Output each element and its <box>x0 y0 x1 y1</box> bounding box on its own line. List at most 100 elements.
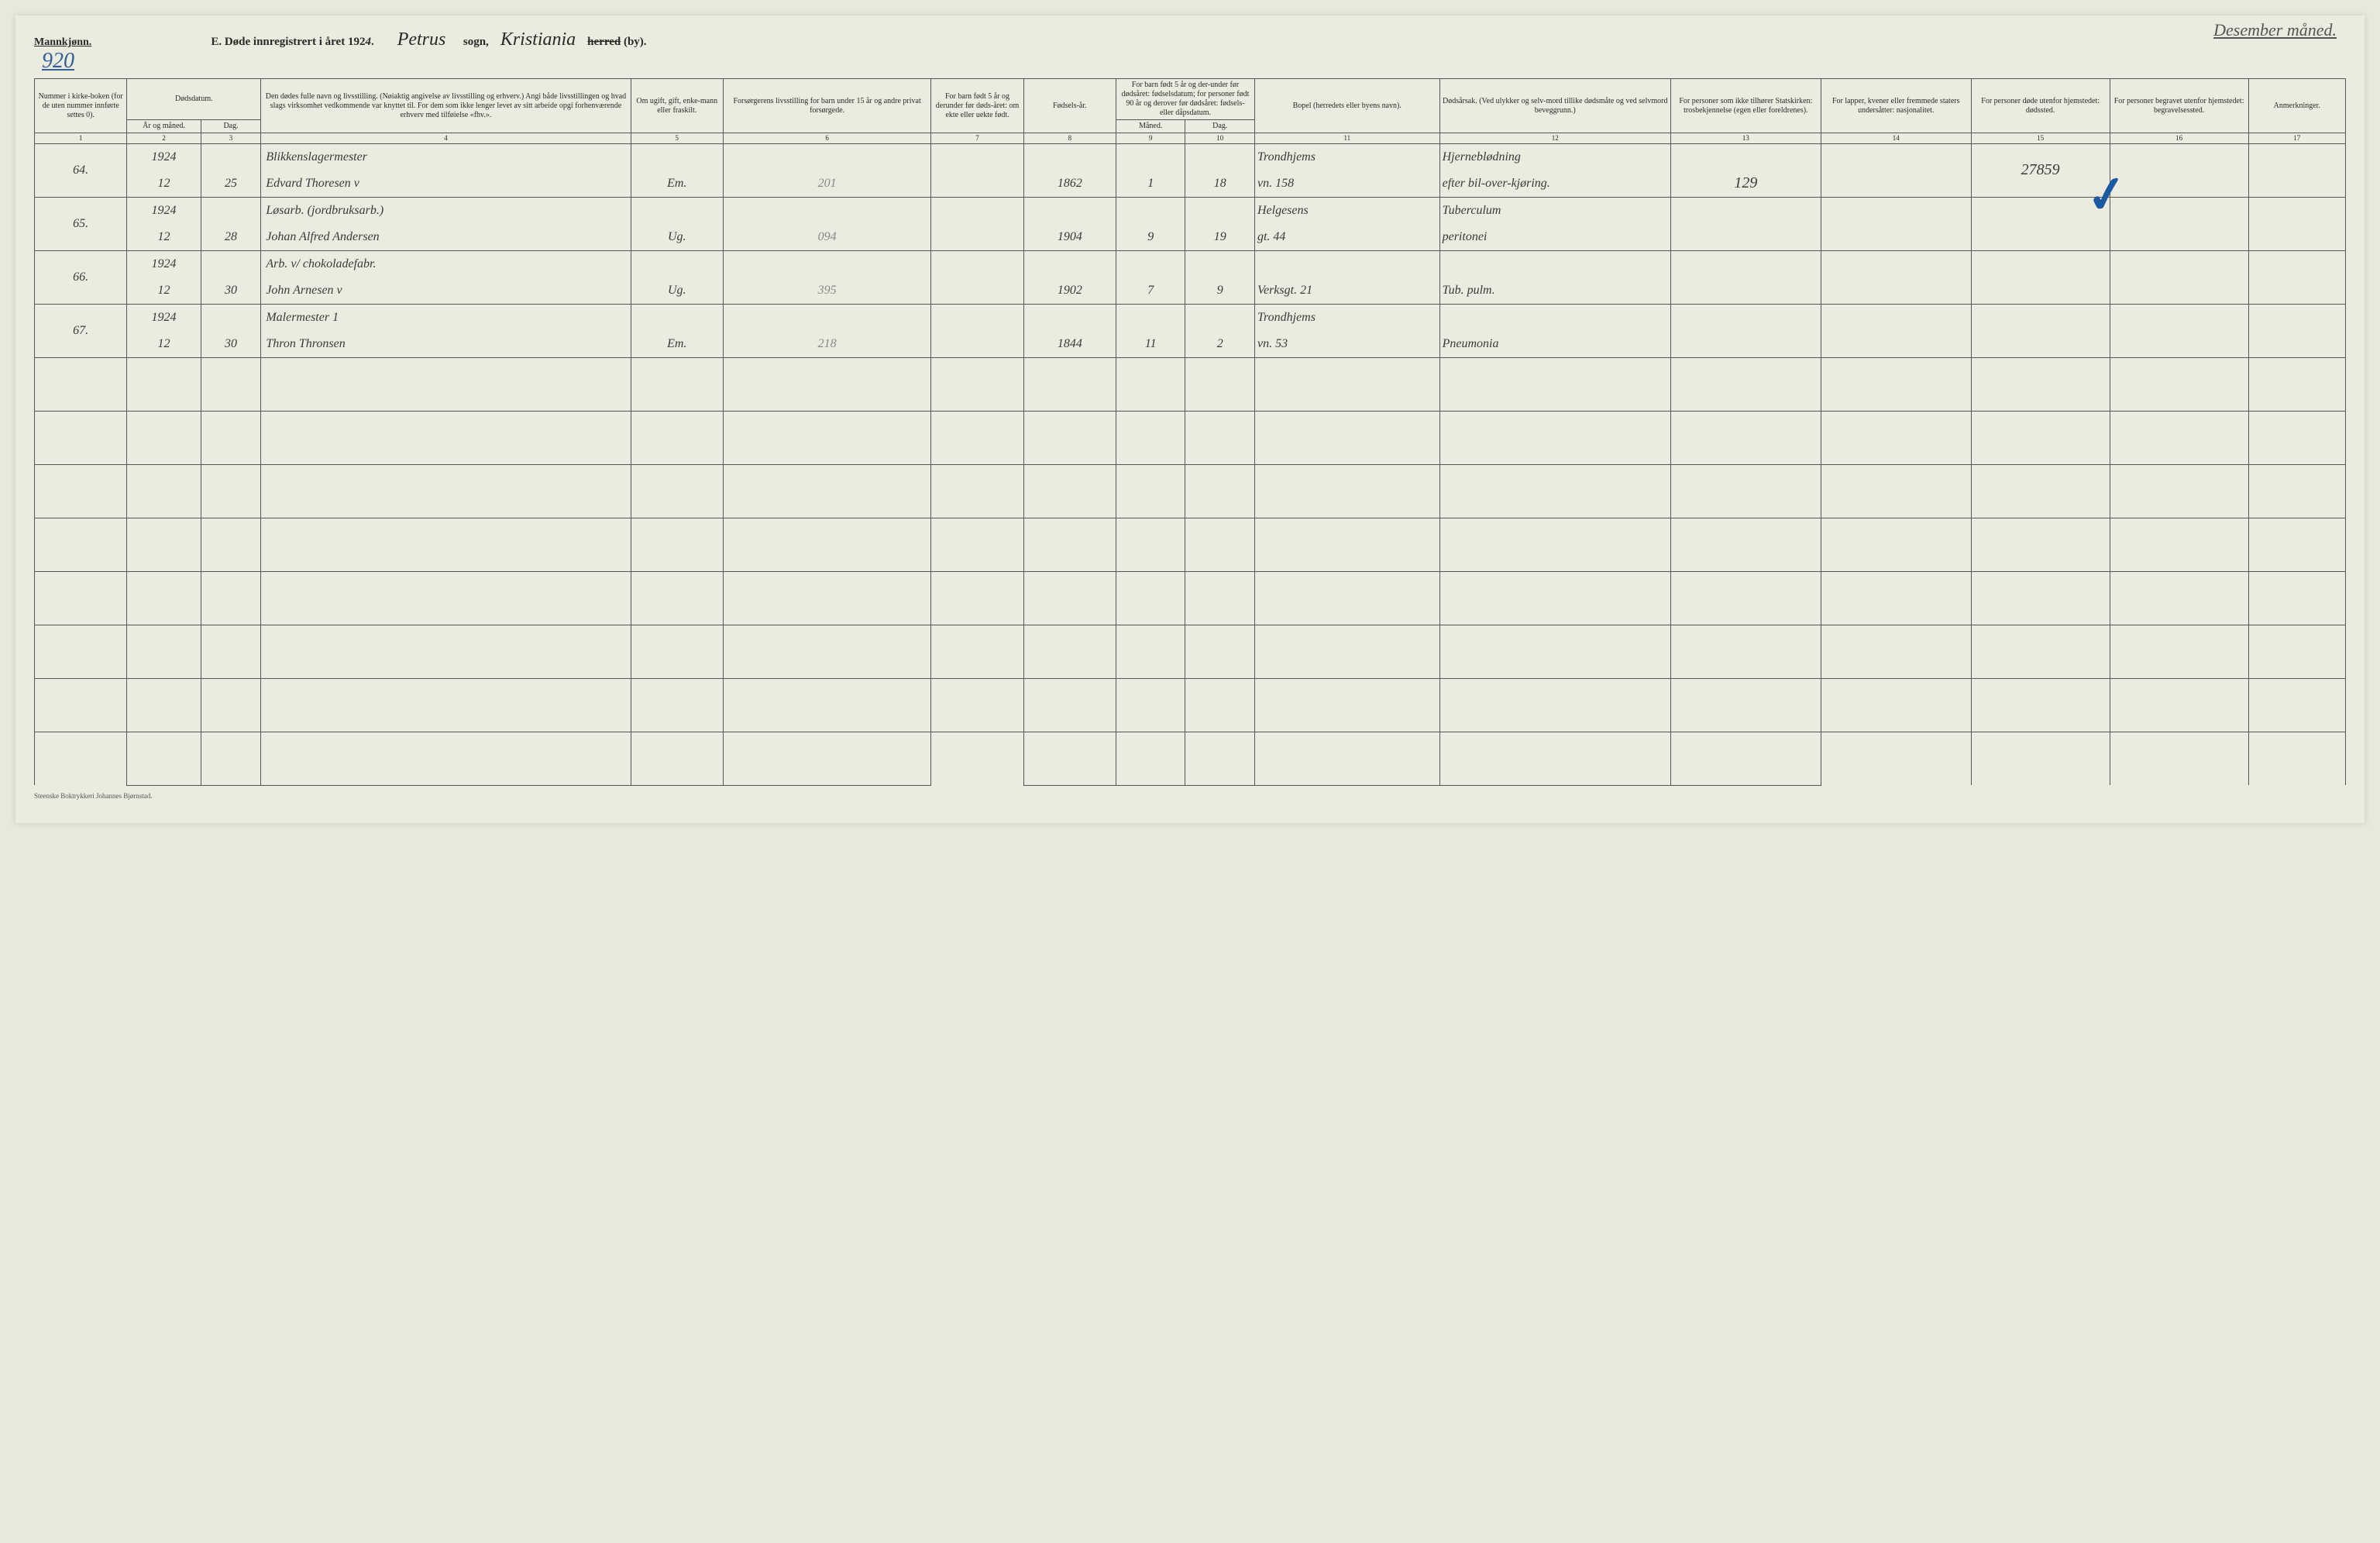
cell <box>1116 732 1185 759</box>
cell <box>1821 625 1971 678</box>
cell: Ug. <box>631 277 723 305</box>
table-row: 65.1924Løsarb. (jordbruksarb.)HelgesensT… <box>35 197 2346 224</box>
cell <box>1670 357 1821 384</box>
herred-struck: herred <box>587 36 621 48</box>
cell <box>201 598 261 625</box>
col-16: For personer begravet utenfor hjemstedet… <box>2110 79 2248 133</box>
cell <box>127 571 201 598</box>
cell: 395 <box>723 277 930 305</box>
cell <box>261 491 631 518</box>
cell <box>2110 304 2248 357</box>
cell <box>35 678 127 732</box>
cell: 1862 <box>1023 170 1116 198</box>
mannkjonn-label: Mannkjønn. <box>34 36 91 49</box>
cell: Helgesens <box>1254 197 1439 224</box>
cell <box>1670 464 1821 491</box>
cell <box>261 678 631 705</box>
cell <box>1116 357 1185 384</box>
gender-block: Mannkjønn. 920 <box>34 36 91 74</box>
cell: 12 <box>127 277 201 305</box>
col-2b: Dag. <box>201 120 261 133</box>
cell: 1924 <box>127 304 201 331</box>
cell <box>1439 250 1670 277</box>
cell <box>1821 197 1971 250</box>
cell <box>1971 571 2110 625</box>
cell: Trondhjems <box>1254 143 1439 170</box>
cell <box>1023 705 1116 732</box>
cell <box>201 491 261 518</box>
cell <box>1439 705 1670 732</box>
cell: 1 <box>1116 170 1185 198</box>
cell <box>2248 464 2345 518</box>
cell <box>35 518 127 571</box>
cell <box>261 357 631 384</box>
colnum: 7 <box>931 133 1023 144</box>
cell <box>1023 464 1116 491</box>
cell: 12 <box>127 170 201 198</box>
cell <box>1023 759 1116 786</box>
col-14: For lapper, kvener eller fremmede stater… <box>1821 79 1971 133</box>
cell <box>723 732 930 759</box>
cell: gt. 44 <box>1254 224 1439 251</box>
cell <box>723 411 930 438</box>
cell <box>631 518 723 545</box>
cell <box>1185 571 1254 598</box>
cell <box>1439 732 1670 759</box>
cell <box>1116 678 1185 705</box>
cell: 2 <box>1185 331 1254 358</box>
cell <box>201 732 261 759</box>
cell <box>631 197 723 224</box>
cell <box>1116 143 1185 170</box>
cell <box>931 464 1023 518</box>
cell: 30 <box>201 331 261 358</box>
cell: 1924 <box>127 250 201 277</box>
cell <box>127 491 201 518</box>
cell <box>1185 759 1254 786</box>
cell <box>261 652 631 679</box>
cell <box>2248 143 2345 197</box>
colnum: 5 <box>631 133 723 144</box>
cell: John Arnesen v <box>261 277 631 305</box>
cell <box>1670 304 1821 331</box>
table-head: Nummer i kirke-boken (for de uten nummer… <box>35 79 2346 144</box>
cell <box>127 411 201 438</box>
col-1: Nummer i kirke-boken (for de uten nummer… <box>35 79 127 133</box>
colnum: 17 <box>2248 133 2345 144</box>
cell <box>723 250 930 277</box>
cell <box>931 678 1023 732</box>
cell <box>723 571 930 598</box>
cell <box>261 384 631 412</box>
cell <box>1185 491 1254 518</box>
cell <box>1254 625 1439 652</box>
cell <box>35 464 127 518</box>
cell <box>2248 518 2345 571</box>
cell <box>931 411 1023 464</box>
cell: 64. <box>35 143 127 197</box>
table-row-blank <box>35 357 2346 384</box>
cell <box>1185 384 1254 412</box>
col-6: Forsørgerens livsstilling for barn under… <box>723 79 930 133</box>
col-5: Om ugift, gift, enke-mann eller fraskilt… <box>631 79 723 133</box>
col-15: For personer døde utenfor hjemstedet: dø… <box>1971 79 2110 133</box>
column-number-row: 1234567891011121314151617 <box>35 133 2346 144</box>
printer-footer: Steenske Boktrykkeri Johannes Bjørnstad. <box>34 792 2346 800</box>
cell <box>2110 357 2248 411</box>
col-9a: Måned. <box>1116 120 1185 133</box>
cell <box>1023 411 1116 438</box>
cell <box>1971 678 2110 732</box>
cell <box>1254 250 1439 277</box>
cell <box>201 357 261 384</box>
cell <box>723 545 930 572</box>
cell <box>2248 304 2345 357</box>
cell <box>723 652 930 679</box>
cell <box>1670 518 1821 545</box>
cell <box>1439 598 1670 625</box>
cell <box>201 571 261 598</box>
colnum: 4 <box>261 133 631 144</box>
cell <box>1439 464 1670 491</box>
cell <box>1971 732 2110 785</box>
cell <box>2248 732 2345 785</box>
cell <box>261 464 631 491</box>
cell <box>1439 304 1670 331</box>
cell <box>631 357 723 384</box>
